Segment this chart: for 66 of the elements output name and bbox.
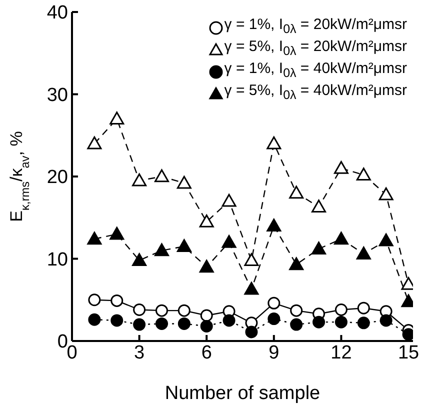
point (266, 218, 282, 232)
point (334, 232, 348, 245)
point (154, 243, 169, 256)
point (88, 294, 101, 306)
point (176, 239, 192, 252)
point (268, 312, 280, 326)
point (110, 112, 124, 125)
point (356, 168, 371, 180)
point (133, 318, 146, 331)
point (244, 282, 259, 295)
point (87, 232, 102, 245)
point (88, 313, 101, 326)
point (244, 253, 259, 266)
point (378, 187, 394, 200)
legend-label: γ = 5%, I$_{0λ}$ = 20kW/m²μmsr (224, 38, 407, 60)
legend-label: γ = 1%, I$_{0λ}$ = 20kW/m²μmsr (224, 16, 407, 38)
point (222, 314, 236, 327)
point (334, 316, 348, 328)
x-tick-label: 3 (134, 342, 145, 364)
x-tick-label: 9 (268, 342, 280, 364)
point (200, 320, 213, 332)
point (87, 136, 102, 150)
point (155, 304, 168, 317)
point (110, 294, 124, 307)
y-tick-label: 20 (46, 167, 68, 188)
point (154, 169, 169, 182)
y-tick-label: 10 (46, 249, 68, 270)
point (133, 303, 146, 316)
point (289, 257, 304, 270)
point (222, 194, 236, 207)
x-axis-title: Number of sample (164, 383, 320, 404)
point (200, 309, 213, 322)
point (178, 317, 190, 330)
point (266, 136, 282, 150)
point (378, 233, 394, 246)
point (110, 226, 124, 240)
point (380, 314, 392, 327)
x-tick-label: 6 (201, 342, 212, 364)
point (334, 161, 348, 174)
point (155, 317, 168, 330)
point (132, 253, 147, 266)
y-tick-label: 40 (46, 2, 68, 24)
point (356, 246, 371, 260)
legend-label: γ = 1%, I$_{0λ}$ = 40kW/m²μmsr (224, 60, 407, 82)
point (289, 186, 304, 199)
point (178, 304, 190, 317)
point (199, 260, 214, 273)
point (245, 326, 258, 338)
point (312, 316, 326, 328)
point (110, 314, 124, 327)
point (357, 316, 370, 330)
point (357, 302, 370, 314)
legend-label: γ = 5%, I$_{0λ}$ = 40kW/m²μmsr (224, 82, 407, 104)
point (222, 235, 236, 248)
x-tick-label: 12 (330, 342, 352, 364)
point (290, 304, 303, 317)
point (334, 303, 348, 316)
point (132, 173, 147, 186)
point (312, 242, 326, 255)
point (199, 214, 214, 228)
point (290, 318, 303, 331)
point (312, 200, 326, 213)
point (268, 296, 280, 310)
y-tick-label: 30 (46, 84, 68, 106)
point (176, 176, 192, 189)
x-tick-label: 15 (398, 342, 420, 364)
